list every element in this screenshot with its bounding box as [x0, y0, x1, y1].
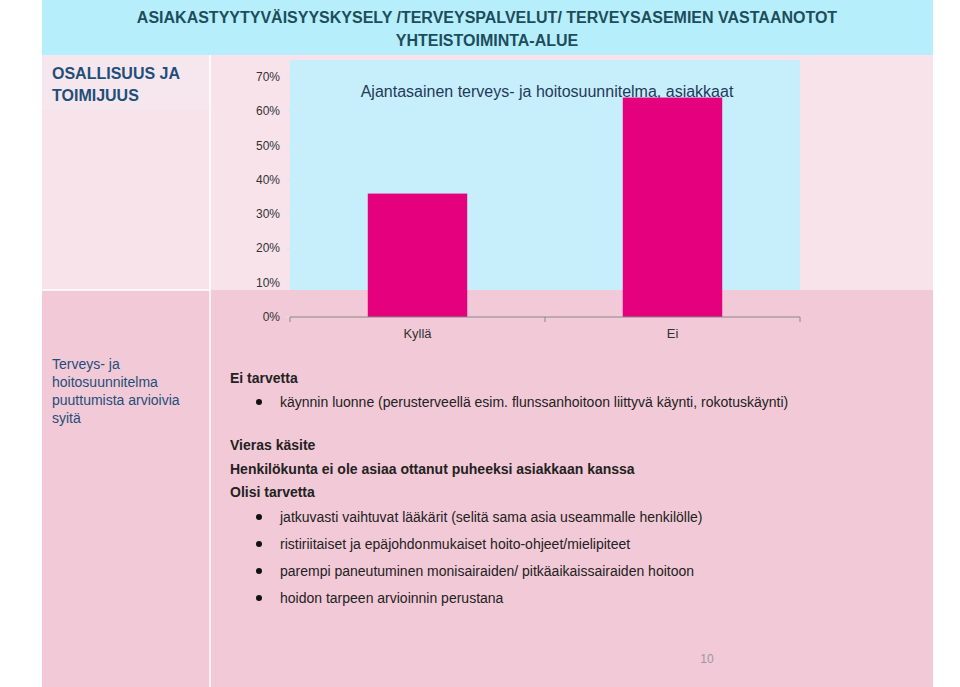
- section-title: TOIMIJUUS: [52, 87, 139, 104]
- header-band: [42, 0, 933, 55]
- y-tick: [286, 248, 290, 249]
- bullet: [256, 568, 262, 574]
- bullet-text: hoidon tarpeen arvioinnin perustana: [280, 590, 504, 606]
- y-tick-label: 40%: [256, 173, 280, 187]
- bar: [368, 194, 467, 317]
- column-divider: [209, 55, 211, 687]
- x-tick: [545, 317, 546, 322]
- bullet: [256, 514, 262, 520]
- bullet-text: parempi paneutuminen monisairaiden/ pitk…: [280, 563, 694, 579]
- x-tick: [800, 317, 801, 322]
- side-label: Terveys- ja: [52, 356, 120, 372]
- y-tick-label: 30%: [256, 207, 280, 221]
- body-heading: Olisi tarvetta: [230, 484, 315, 500]
- header-title: YHTEISTOIMINTA-ALUE: [396, 32, 579, 49]
- y-tick: [286, 145, 290, 146]
- lower-panel: [42, 290, 933, 687]
- header-title: ASIAKASTYYTYVÄISYYSKYSELY /TERVEYSPALVEL…: [137, 9, 838, 26]
- plot-background: [290, 60, 800, 290]
- y-tick-label: 10%: [256, 276, 280, 290]
- bullet-text: käynnin luonne (perusterveellä esim. flu…: [280, 394, 788, 410]
- x-tick-label: Ei: [667, 326, 679, 341]
- section-title: OSALLISUUS JA: [52, 65, 180, 82]
- side-label: hoitosuunnitelma: [52, 374, 158, 390]
- x-tick: [290, 317, 291, 322]
- bullet: [256, 399, 262, 405]
- bullet-text: jatkuvasti vaihtuvat lääkärit (selitä sa…: [279, 509, 703, 525]
- y-tick-label: 0%: [263, 310, 281, 324]
- bullet: [256, 541, 262, 547]
- body-heading: Ei tarvetta: [230, 370, 298, 386]
- chart-title: Ajantasainen terveys- ja hoitosuunnitelm…: [361, 83, 734, 100]
- body-heading: Henkilökunta ei ole asiaa ottanut puheek…: [230, 461, 635, 477]
- y-tick: [286, 77, 290, 78]
- body-heading: Vieras käsite: [230, 437, 316, 453]
- side-label: syitä: [52, 410, 81, 426]
- y-tick: [286, 282, 290, 283]
- y-tick: [286, 317, 290, 318]
- side-label: puuttumista arvioivia: [52, 392, 180, 408]
- y-tick-label: 60%: [256, 104, 280, 118]
- y-tick: [286, 111, 290, 112]
- upper-panel: [42, 55, 933, 290]
- bullet: [256, 595, 262, 601]
- slide: ASIAKASTYYTYVÄISYYSKYSELY /TERVEYSPALVEL…: [0, 0, 960, 687]
- y-tick-label: 70%: [256, 70, 280, 84]
- section-box: [42, 55, 210, 110]
- y-tick-label: 20%: [256, 241, 280, 255]
- page-number: 10: [700, 652, 714, 666]
- bullet-text: ristiriitaiset ja epäjohdonmukaiset hoit…: [280, 536, 630, 552]
- y-tick: [286, 214, 290, 215]
- bar: [623, 98, 722, 317]
- bars: [368, 98, 722, 317]
- row-divider: [42, 289, 210, 291]
- y-tick-label: 50%: [256, 139, 280, 153]
- x-tick-label: Kyllä: [403, 326, 432, 341]
- y-tick: [286, 179, 290, 180]
